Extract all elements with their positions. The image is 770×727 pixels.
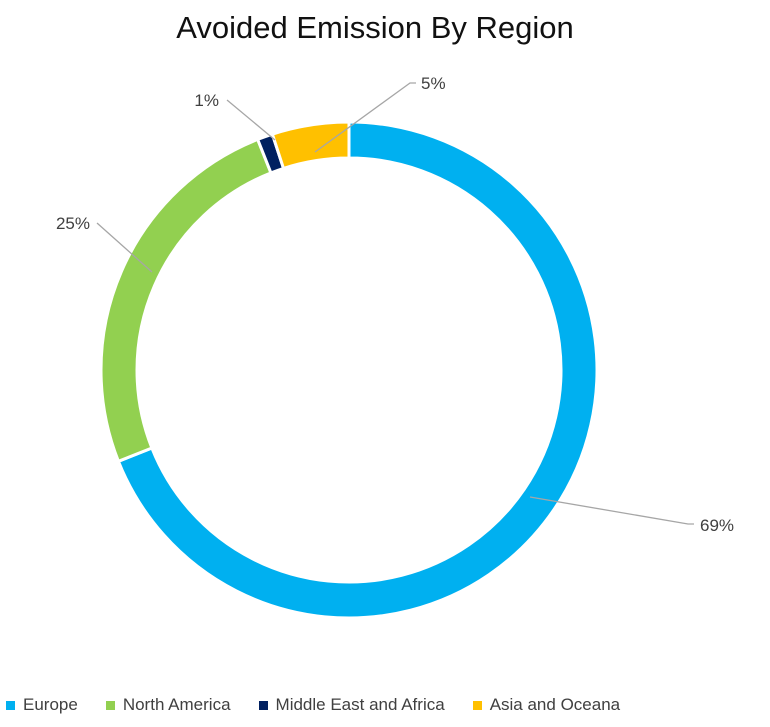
legend-item-europe: Europe [6,695,78,715]
data-label-middle-east-and-africa: 1% [194,91,219,110]
leader-line-asia-and-oceana [314,82,416,153]
data-label-asia-and-oceana: 5% [421,74,446,93]
slice-asia-and-oceana [270,120,351,171]
legend-label-north-america: North America [122,695,231,714]
legend-label-asia-and-oceana: Asia and Oceana [489,695,621,714]
leader-line-europe [529,496,694,525]
legend-swatch-europe [6,700,15,710]
slice-europe [116,120,599,620]
legend-item-middle-east-and-africa: Middle East and Africa [258,695,445,715]
leader-line-middle-east-and-africa [226,99,276,141]
data-label-europe: 69% [700,516,734,535]
legend-swatch-north-america [105,700,115,710]
data-label-north-america: 25% [56,214,90,233]
legend-swatch-middle-east-and-africa [258,700,268,710]
legend-label-middle-east-and-africa: Middle East and Africa [275,695,445,714]
legend-label-europe: Europe [23,695,78,714]
chart-title: Avoided Emission By Region [176,10,574,45]
legend-swatch-asia-and-oceana [472,700,482,710]
legend: Europe North America Middle East and Afr… [6,693,648,717]
legend-item-north-america: North America [105,695,231,715]
leader-line-north-america [96,222,153,273]
slice-north-america [99,137,273,464]
legend-item-asia-and-oceana: Asia and Oceana [472,695,621,715]
